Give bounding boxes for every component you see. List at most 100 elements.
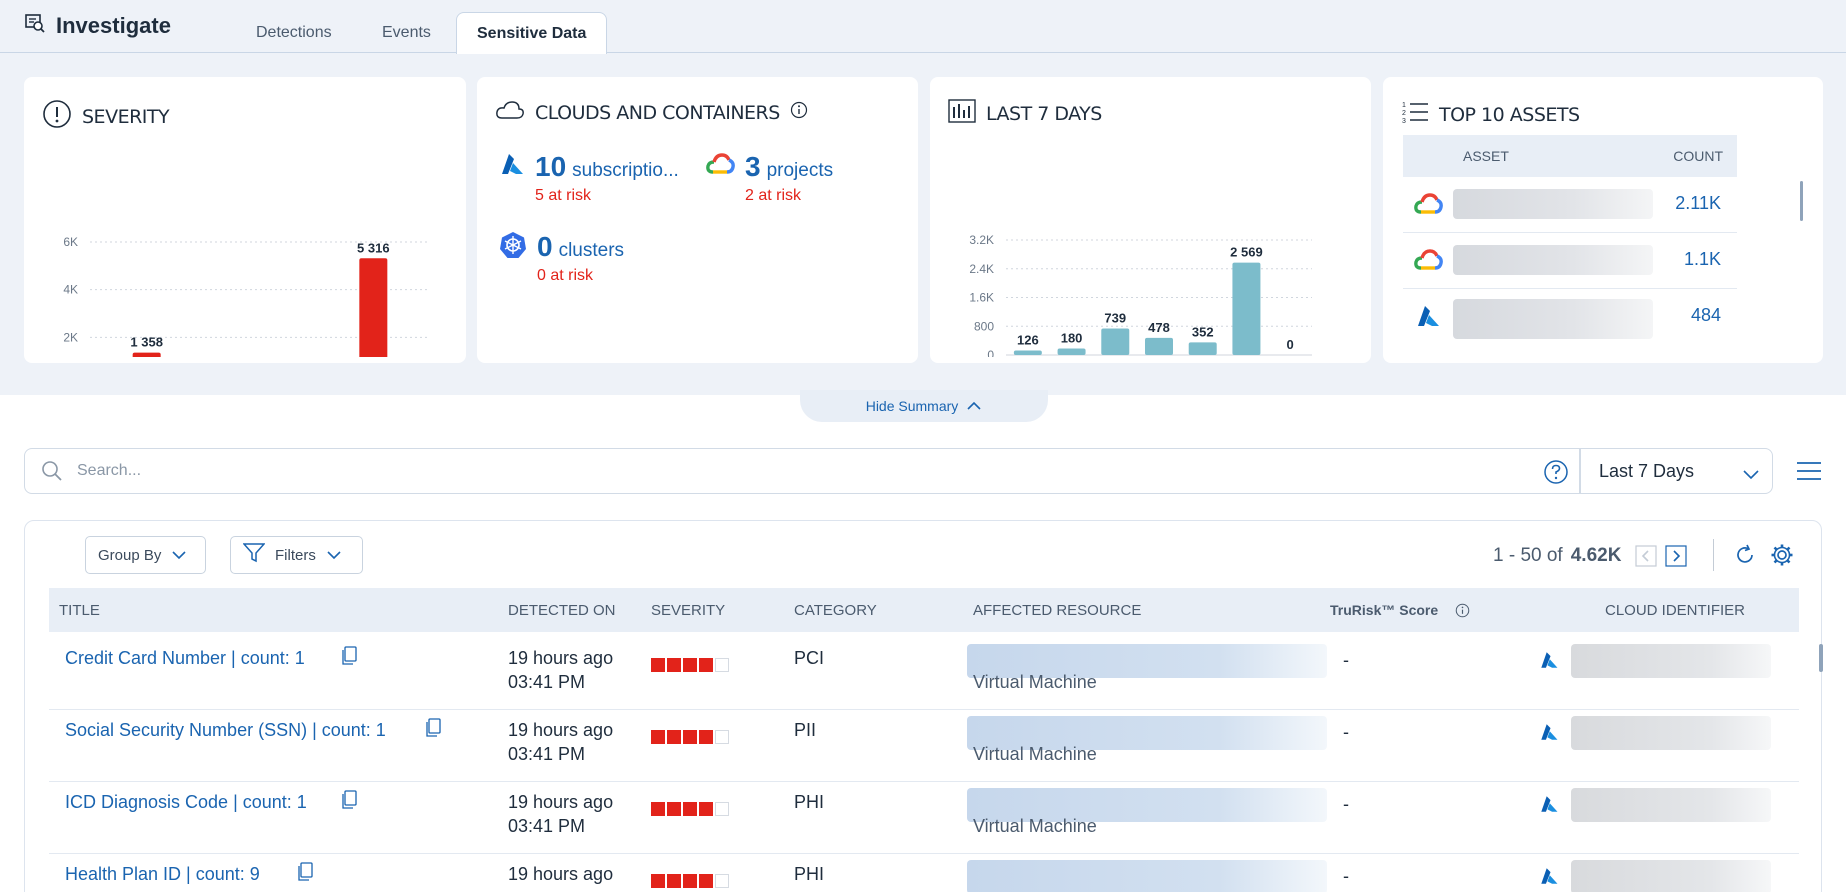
column-header-severity[interactable]: SEVERITY — [651, 602, 726, 619]
group-by-label: Group By — [98, 546, 162, 564]
asset-row[interactable]: 2.11K — [1403, 177, 1737, 233]
asset-count[interactable]: 1.1K — [1683, 249, 1721, 269]
copy-icon[interactable] — [297, 862, 313, 887]
azure-count: 10 — [535, 151, 567, 182]
k8s-count: 0 — [537, 231, 553, 262]
next-page-icon[interactable] — [1665, 545, 1688, 567]
row-title-link[interactable]: Health Plan ID | count: 9 — [65, 864, 260, 884]
hide-summary-button[interactable]: Hide Summary — [800, 390, 1048, 422]
redacted-cloud-id — [1571, 644, 1771, 678]
row-title-link[interactable]: ICD Diagnosis Code | count: 1 — [65, 792, 307, 812]
last-7-days-title: LAST 7 DAYS — [986, 102, 1102, 125]
resource-type: Virtual Machine — [973, 744, 1097, 764]
severity-chart: 02K4K6K1 358Low429Medium5 316High — [63, 235, 430, 357]
row-title-link[interactable]: Credit Card Number | count: 1 — [65, 648, 305, 668]
column-header-affected-resource[interactable]: AFFECTED RESOURCE — [973, 602, 1142, 619]
gcp-projects[interactable]: 3 projects 2 at risk — [705, 151, 833, 205]
search-icon — [41, 460, 63, 482]
tab-sensitive-data[interactable]: Sensitive Data — [456, 12, 608, 54]
table-row[interactable]: Social Security Number (SSN) | count: 1 … — [49, 710, 1799, 782]
column-header-cloud-identifier[interactable]: CLOUD IDENTIFIER — [1605, 602, 1746, 619]
y-tick-label: 0 — [987, 348, 994, 357]
category: PHI — [794, 864, 825, 884]
copy-icon[interactable] — [341, 790, 357, 815]
azure-icon — [499, 151, 525, 205]
gcp-icon — [1413, 191, 1443, 222]
k8s-risk: 0 at risk — [537, 267, 594, 284]
count-column-header[interactable]: COUNT — [1673, 148, 1723, 164]
resource-type: Virtual Machine — [973, 672, 1097, 692]
toolbar-divider — [1713, 539, 1714, 571]
info-icon[interactable] — [1455, 603, 1470, 622]
bar — [1101, 328, 1130, 355]
bar — [132, 352, 161, 357]
redacted-resource — [967, 860, 1327, 892]
table-row[interactable]: Health Plan ID | count: 9 19 hours ago P… — [49, 854, 1799, 892]
asset-row[interactable]: 1.1K — [1403, 233, 1737, 289]
pagination: 1 - 50 of 4.62K — [1493, 545, 1688, 567]
top-assets-title: TOP 10 ASSETS — [1439, 103, 1580, 126]
info-icon[interactable] — [790, 101, 808, 124]
table-row[interactable]: Credit Card Number | count: 1 19 hours a… — [49, 638, 1823, 710]
redacted-asset-name — [1453, 299, 1653, 339]
bar-value-label: 739 — [1104, 310, 1126, 325]
kubernetes-clusters[interactable]: 0 clusters 0 at risk — [499, 231, 624, 285]
asset-row[interactable]: 484 — [1403, 289, 1737, 345]
detected-relative: 19 hours ago — [508, 720, 614, 740]
help-icon[interactable] — [1543, 459, 1569, 485]
table-scrollbar[interactable] — [1819, 644, 1823, 672]
column-header-detected-on[interactable]: DETECTED ON — [508, 602, 616, 619]
asset-count[interactable]: 484 — [1690, 305, 1721, 325]
svg-text:3: 3 — [1402, 118, 1406, 125]
bar-value-label: 1 358 — [130, 335, 163, 350]
azure-risk: 5 at risk — [535, 187, 592, 204]
assets-scrollbar[interactable] — [1800, 181, 1803, 221]
date-range-select[interactable]: Last 7 Days — [1580, 448, 1773, 494]
y-tick-label: 3.2K — [969, 233, 994, 247]
refresh-icon[interactable] — [1733, 543, 1757, 572]
clouds-card: CLOUDS AND CONTAINERS 10 subscriptio... 5… — [477, 77, 918, 363]
table-row[interactable]: ICD Diagnosis Code | count: 1 19 hours a… — [49, 782, 1799, 854]
trurisk-score: - — [1343, 722, 1349, 742]
bar — [1232, 262, 1261, 355]
severity-bar — [651, 730, 729, 744]
severity-title: SEVERITY — [82, 105, 170, 128]
pagination-range: 1 - 50 of — [1493, 545, 1563, 566]
menu-icon[interactable] — [1796, 460, 1822, 487]
asset-column-header[interactable]: ASSET — [1463, 148, 1509, 164]
column-header-title[interactable]: TITLE — [59, 602, 100, 619]
bar-value-label: 0 — [1287, 337, 1294, 352]
bar — [1013, 350, 1042, 355]
azure-unit: subscriptio... — [572, 160, 679, 181]
copy-icon[interactable] — [341, 646, 357, 671]
gcp-count: 3 — [745, 151, 761, 182]
azure-icon — [1539, 650, 1559, 675]
bar-chart-icon — [948, 99, 976, 128]
prev-page-icon[interactable] — [1635, 545, 1658, 567]
gcp-icon — [705, 151, 735, 205]
severity-bar — [651, 874, 729, 888]
gcp-icon — [1413, 247, 1443, 278]
copy-icon[interactable] — [425, 718, 441, 743]
asset-count[interactable]: 2.11K — [1675, 193, 1721, 213]
trurisk-score: - — [1343, 866, 1349, 886]
redacted-cloud-id — [1571, 788, 1771, 822]
row-title-link[interactable]: Social Security Number (SSN) | count: 1 — [65, 720, 386, 740]
results-panel: Group By Filters 1 - 50 of 4.62K TITLE D… — [24, 520, 1823, 892]
column-header-trurisk[interactable]: TruRisk™ Score — [1330, 602, 1439, 618]
search-input[interactable] — [77, 462, 1477, 480]
filters-button[interactable]: Filters — [230, 536, 363, 574]
settings-icon[interactable] — [1770, 543, 1794, 572]
azure-subscriptions[interactable]: 10 subscriptio... 5 at risk — [499, 151, 679, 205]
trurisk-score: - — [1343, 650, 1349, 670]
column-header-category[interactable]: CATEGORY — [794, 602, 877, 619]
tab-events[interactable]: Events — [382, 24, 431, 41]
resource-type: Virtual Machine — [973, 816, 1097, 836]
group-by-button[interactable]: Group By — [85, 536, 206, 574]
redacted-resource — [967, 716, 1327, 750]
severity-card: SEVERITY 02K4K6K1 358Low429Medium5 316Hi… — [24, 77, 466, 363]
tab-detections[interactable]: Detections — [256, 24, 332, 41]
detected-time: 03:41 PM — [508, 672, 586, 692]
